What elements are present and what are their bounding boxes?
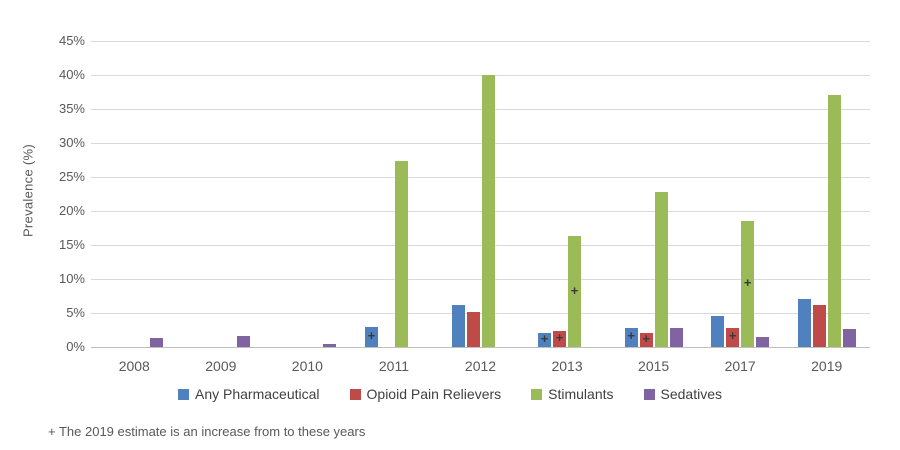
bar-stimulants-2015: [654, 191, 668, 347]
bar-sedatives-2008: [150, 338, 164, 347]
legend-label: Sedatives: [660, 386, 722, 402]
y-tick-label: 5%: [66, 305, 85, 320]
legend-swatch-sedatives: [643, 388, 655, 400]
bar-opioid-pain-relievers-2017: [726, 327, 740, 347]
x-tick-label: 2010: [291, 358, 323, 374]
bar-sedatives-2017: [756, 337, 770, 347]
bar-any-pharmaceutical-2015: [624, 327, 638, 347]
legend-label: Stimulants: [548, 386, 614, 402]
bar-opioid-pain-relievers-2012: [466, 312, 480, 347]
x-tick-label: 2009: [205, 358, 237, 374]
legend-label: Any Pharmaceutical: [195, 386, 320, 402]
legend-item-sedatives: Sedatives: [643, 386, 722, 402]
increase-plus-marker: +: [540, 330, 549, 346]
x-tick-label: 2011: [378, 358, 409, 374]
legend-label: Opioid Pain Relievers: [366, 386, 502, 402]
gridline: [91, 143, 870, 144]
x-tick-label: 2013: [551, 358, 583, 374]
gridline: [91, 75, 870, 76]
footnote: + The 2019 estimate is an increase from …: [48, 424, 366, 439]
bar-sedatives-2010: [323, 344, 337, 347]
y-tick-label: 15%: [58, 237, 85, 252]
x-tick-label: 2017: [724, 358, 756, 374]
legend-item-stimulants: Stimulants: [531, 386, 614, 402]
bar-opioid-pain-relievers-2013: [553, 331, 567, 347]
bar-stimulants-2012: [481, 75, 495, 347]
x-tick-label: 2019: [811, 358, 843, 374]
y-tick-label: 20%: [58, 203, 85, 218]
bar-sedatives-2009: [236, 336, 250, 347]
legend-swatch-stimulants: [531, 388, 543, 400]
bar-any-pharmaceutical-2017: [711, 315, 725, 347]
gridline: [91, 211, 870, 212]
bar-opioid-pain-relievers-2015: [639, 333, 653, 347]
bar-sedatives-2019: [842, 329, 856, 347]
legend-item-opioid-pain-relievers: Opioid Pain Relievers: [349, 386, 502, 402]
bar-sedatives-2015: [669, 327, 683, 347]
increase-plus-marker: +: [743, 274, 752, 290]
increase-plus-marker: +: [627, 328, 635, 344]
increase-plus-marker: +: [570, 282, 579, 298]
y-tick-label: 10%: [58, 271, 85, 286]
bar-any-pharmaceutical-2013: [538, 332, 552, 347]
legend-swatch-opioid-pain-relievers: [349, 388, 361, 400]
gridline: [91, 109, 870, 110]
x-axis-line: [91, 347, 870, 348]
gridline: [91, 41, 870, 42]
bar-opioid-pain-relievers-2019: [812, 304, 826, 347]
gridline: [91, 279, 870, 280]
bar-any-pharmaceutical-2019: [797, 299, 811, 347]
legend-item-any-pharmaceutical: Any Pharmaceutical: [178, 386, 320, 402]
bar-stimulants-2011: [394, 160, 408, 347]
increase-plus-marker: +: [367, 327, 376, 343]
bar-stimulants-2013: [568, 236, 582, 347]
gridline: [91, 177, 870, 178]
increase-plus-marker: +: [642, 331, 650, 347]
bar-stimulants-2017: [741, 220, 755, 347]
bar-any-pharmaceutical-2012: [451, 304, 465, 347]
y-tick-label: 0%: [66, 339, 85, 354]
y-tick-label: 40%: [58, 67, 85, 82]
y-tick-label: 30%: [58, 135, 85, 150]
gridline: [91, 313, 870, 314]
y-tick-label: 45%: [58, 33, 85, 48]
gridline: [91, 245, 870, 246]
increase-plus-marker: +: [555, 330, 564, 346]
increase-plus-marker: +: [728, 328, 737, 344]
bar-stimulants-2019: [827, 95, 841, 347]
x-tick-label: 2012: [464, 358, 497, 374]
x-tick-label: 2015: [638, 358, 670, 374]
legend-swatch-any-pharmaceutical: [178, 388, 189, 400]
x-tick-label: 2008: [118, 358, 150, 374]
y-tick-label: 35%: [58, 101, 85, 116]
y-tick-label: 25%: [58, 169, 85, 184]
legend: Any Pharmaceutical Opioid Pain Relievers S…: [0, 386, 900, 402]
bar-any-pharmaceutical-2011: [364, 326, 378, 347]
